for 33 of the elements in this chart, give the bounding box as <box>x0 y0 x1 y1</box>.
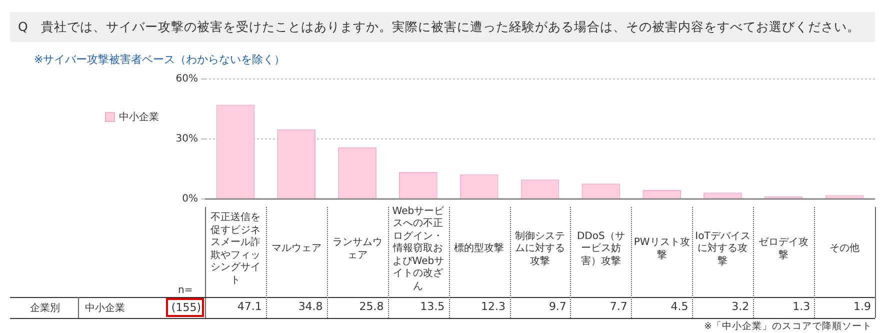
data-label: 7.7 <box>608 300 628 313</box>
x-tick-label: PWリスト攻撃 <box>633 237 690 262</box>
data-label: 47.1 <box>236 300 262 313</box>
legend-label: 中小企業 <box>118 110 159 124</box>
data-label: 25.8 <box>358 300 384 313</box>
data-label: 34.8 <box>297 300 323 313</box>
data-label: 4.5 <box>670 300 688 313</box>
chart-title: Q 貴社では、サイバー攻撃の被害を受けたことはありますか。実際に被害に遭った経験がある場合は、その被害内容をすべてお選びください。 <box>10 12 875 42</box>
data-label: 1.3 <box>792 300 810 313</box>
data-label: 3.2 <box>730 300 750 313</box>
x-tick-label: Webサービスへの不正ログイン・情報窃取およびWebサイトの改ざん <box>391 206 446 294</box>
x-tick-label: ランサムウェア <box>331 237 384 262</box>
text: 企業別 <box>30 302 60 315</box>
y-tick-label: 0% <box>182 194 198 205</box>
x-tick-label: ゼロデイ攻撃 <box>758 237 810 262</box>
data-label: 13.5 <box>419 300 445 313</box>
text: n= <box>178 285 193 296</box>
x-tick-label: IoTデバイスに対する攻撃 <box>694 230 752 268</box>
text: (155) <box>168 301 201 314</box>
data-label: 9.7 <box>548 300 566 313</box>
text: ※「中小企業」のスコアで降順ソート <box>704 320 872 333</box>
data-label: 1.9 <box>852 300 871 313</box>
x-tick-label: 標的型攻撃 <box>454 243 504 256</box>
x-tick-label: マルウェア <box>271 243 322 256</box>
y-tick-label: 30% <box>176 134 198 145</box>
data-label: 12.3 <box>480 300 506 313</box>
x-tick-label: その他 <box>830 243 860 256</box>
text: 中小企業 <box>85 303 125 314</box>
x-tick-label: DDoS（サービス妨害）攻撃 <box>576 230 626 268</box>
chart-subtitle: ※サイバー攻撃被害者ベース（わからないを除く） <box>34 52 286 67</box>
y-tick-label: 60% <box>176 74 198 85</box>
x-tick-label: 不正送信を促すビジネスメール詐欺やフィッシングサイト <box>209 212 262 287</box>
x-tick-label: 制御システムに対する攻撃 <box>514 230 566 268</box>
